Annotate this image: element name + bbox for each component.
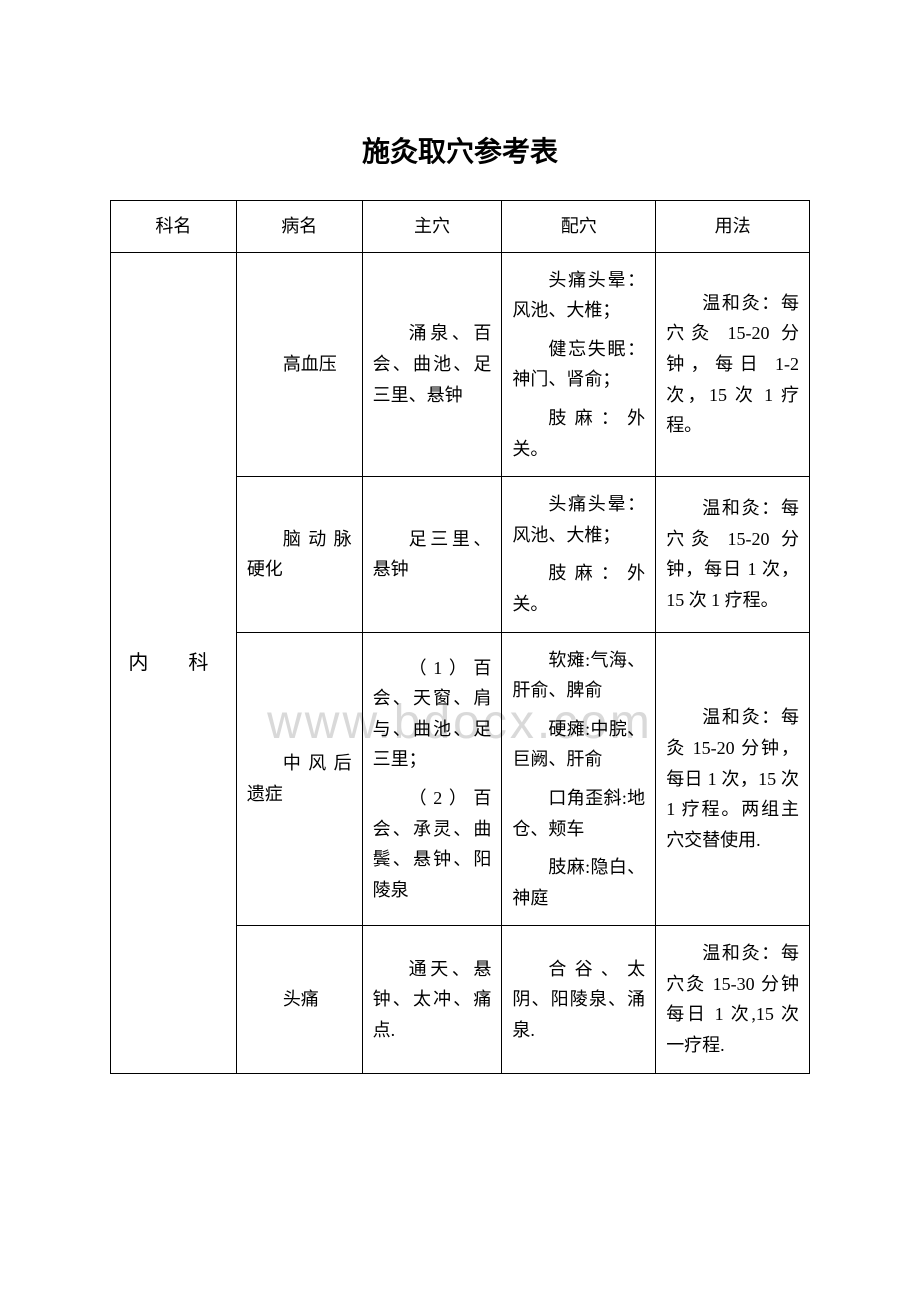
acupoint-reference-table: 科名 病名 主穴 配穴 用法 内 科 高血压 涌泉、百会、曲池、足三里、悬钟 头… bbox=[110, 200, 810, 1074]
extra-cell: 头痛头晕：风池、大椎； 健忘失眠：神门、肾俞； 肢麻：外关。 bbox=[502, 252, 656, 477]
main-cell: 涌泉、百会、曲池、足三里、悬钟 bbox=[362, 252, 502, 477]
header-extra: 配穴 bbox=[502, 201, 656, 253]
cell-text: 温和灸：每穴灸 15-20 分钟，每日 1 次，15 次 1 疗程。 bbox=[666, 493, 799, 615]
header-main: 主穴 bbox=[362, 201, 502, 253]
dept-cell: 内 科 bbox=[111, 252, 237, 1073]
disease-cell: 中风后遗症 bbox=[236, 632, 362, 926]
page-title: 施灸取穴参考表 bbox=[110, 130, 810, 170]
disease-cell: 高血压 bbox=[236, 252, 362, 477]
disease-cell: 头痛 bbox=[236, 926, 362, 1073]
header-usage: 用法 bbox=[656, 201, 810, 253]
cell-text: 肢麻：外关。 bbox=[512, 403, 645, 464]
cell-text: 温和灸：每灸 15-20 分钟，每日 1 次，15 次 1 疗程。两组主穴交替使… bbox=[666, 702, 799, 855]
usage-cell: 温和灸：每穴灸 15-20 分钟，每日 1 次，15 次 1 疗程。 bbox=[656, 477, 810, 632]
header-dept: 科名 bbox=[111, 201, 237, 253]
cell-text: （2）百会、承灵、曲鬓、悬钟、阳陵泉 bbox=[373, 783, 492, 905]
extra-cell: 合谷、太阴、阳陵泉、涌泉. bbox=[502, 926, 656, 1073]
main-cell: （1）百会、天窗、肩与、曲池、足三里； （2）百会、承灵、曲鬓、悬钟、阳陵泉 bbox=[362, 632, 502, 926]
cell-text: 硬瘫:中脘、巨阙、肝俞 bbox=[512, 714, 645, 775]
cell-text: 健忘失眠：神门、肾俞； bbox=[512, 334, 645, 395]
cell-text: 温和灸：每穴灸 15-20 分钟，每日 1-2 次，15 次 1 疗程。 bbox=[666, 288, 799, 441]
table-header-row: 科名 病名 主穴 配穴 用法 bbox=[111, 201, 810, 253]
cell-text: 肢麻：外关。 bbox=[512, 558, 645, 619]
cell-text: 中风后遗症 bbox=[247, 748, 352, 809]
cell-text: 足三里、悬钟 bbox=[373, 524, 492, 585]
cell-text: 头痛头晕：风池、大椎； bbox=[512, 265, 645, 326]
cell-text: 脑动脉硬化 bbox=[247, 524, 352, 585]
main-cell: 足三里、悬钟 bbox=[362, 477, 502, 632]
table-container: 科名 病名 主穴 配穴 用法 内 科 高血压 涌泉、百会、曲池、足三里、悬钟 头… bbox=[110, 200, 810, 1074]
cell-text: 通天、悬钟、太冲、痛点. bbox=[373, 954, 492, 1046]
usage-cell: 温和灸：每灸 15-20 分钟，每日 1 次，15 次 1 疗程。两组主穴交替使… bbox=[656, 632, 810, 926]
header-disease: 病名 bbox=[236, 201, 362, 253]
usage-cell: 温和灸：每穴灸 15-30 分钟每日 1 次,15 次一疗程. bbox=[656, 926, 810, 1073]
main-cell: 通天、悬钟、太冲、痛点. bbox=[362, 926, 502, 1073]
cell-text: 软瘫:气海、肝俞、脾俞 bbox=[512, 645, 645, 706]
usage-cell: 温和灸：每穴灸 15-20 分钟，每日 1-2 次，15 次 1 疗程。 bbox=[656, 252, 810, 477]
cell-text: 肢麻:隐白、神庭 bbox=[512, 852, 645, 913]
extra-cell: 头痛头晕：风池、大椎； 肢麻：外关。 bbox=[502, 477, 656, 632]
cell-text: 口角歪斜:地仓、颊车 bbox=[512, 783, 645, 844]
disease-cell: 脑动脉硬化 bbox=[236, 477, 362, 632]
cell-text: 涌泉、百会、曲池、足三里、悬钟 bbox=[373, 318, 492, 410]
cell-text: （1）百会、天窗、肩与、曲池、足三里； bbox=[373, 653, 492, 775]
cell-text: 合谷、太阴、阳陵泉、涌泉. bbox=[512, 954, 645, 1046]
extra-cell: 软瘫:气海、肝俞、脾俞 硬瘫:中脘、巨阙、肝俞 口角歪斜:地仓、颊车 肢麻:隐白… bbox=[502, 632, 656, 926]
cell-text: 头痛 bbox=[247, 984, 352, 1015]
cell-text: 头痛头晕：风池、大椎； bbox=[512, 489, 645, 550]
cell-text: 高血压 bbox=[247, 349, 352, 380]
table-row: 内 科 高血压 涌泉、百会、曲池、足三里、悬钟 头痛头晕：风池、大椎； 健忘失眠… bbox=[111, 252, 810, 477]
cell-text: 温和灸：每穴灸 15-30 分钟每日 1 次,15 次一疗程. bbox=[666, 938, 799, 1060]
